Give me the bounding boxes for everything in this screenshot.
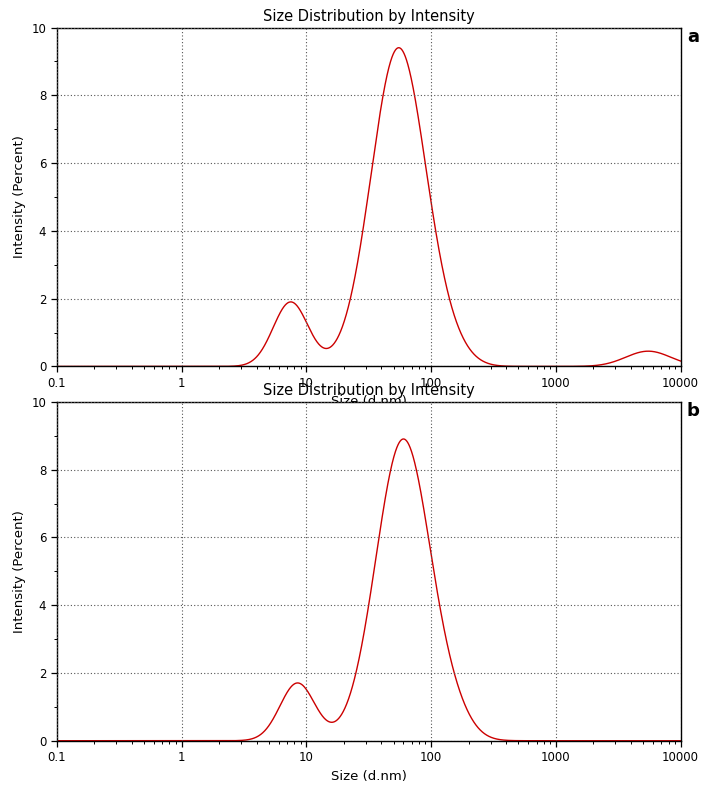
X-axis label: Size (d.nm): Size (d.nm) — [330, 770, 407, 782]
Title: Size Distribution by Intensity: Size Distribution by Intensity — [263, 9, 474, 24]
Text: b: b — [687, 402, 700, 420]
Y-axis label: Intensity (Percent): Intensity (Percent) — [13, 510, 26, 633]
Y-axis label: Intensity (Percent): Intensity (Percent) — [13, 136, 26, 258]
Text: a: a — [687, 28, 699, 46]
X-axis label: Size (d.nm): Size (d.nm) — [330, 396, 407, 408]
Title: Size Distribution by Intensity: Size Distribution by Intensity — [263, 383, 474, 398]
